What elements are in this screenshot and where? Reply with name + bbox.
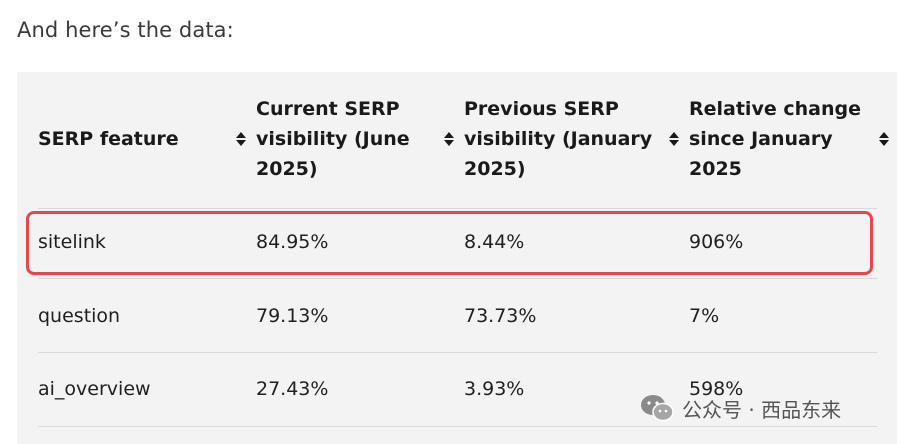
cell-feature: ai_overview: [38, 378, 151, 400]
highlight-box: [26, 211, 873, 275]
header-line: visibility (June: [256, 128, 410, 150]
sort-icon[interactable]: [235, 130, 247, 148]
data-table: SERP feature Current SERP visibility (Ju…: [17, 72, 897, 444]
cell-previous: 3.93%: [464, 378, 525, 400]
cell-current: 27.43%: [256, 378, 329, 400]
cell-feature: sitelink: [38, 231, 106, 253]
header-line: 2025: [689, 158, 742, 180]
intro-text: And here’s the data:: [17, 18, 234, 42]
header-line: Relative change: [689, 98, 861, 120]
cell-change: 7%: [689, 305, 720, 327]
header-previous-visibility[interactable]: Previous SERP visibility (January 2025): [464, 94, 652, 184]
header-relative-change[interactable]: Relative change since January 2025: [689, 94, 861, 184]
cell-previous: 73.73%: [464, 305, 537, 327]
header-divider: [38, 208, 877, 209]
watermark: 公众号 · 西品东来: [640, 392, 841, 424]
row-divider: [38, 278, 877, 279]
header-line: Previous SERP: [464, 98, 619, 120]
header-line: since January: [689, 128, 833, 150]
header-line: 2025): [256, 158, 318, 180]
header-serp-feature[interactable]: SERP feature: [38, 124, 179, 154]
header-line: 2025): [464, 158, 526, 180]
cell-current: 79.13%: [256, 305, 329, 327]
header-current-visibility[interactable]: Current SERP visibility (June 2025): [256, 94, 410, 184]
cell-change: 598%: [689, 378, 744, 400]
row-divider: [38, 352, 877, 353]
row-divider: [38, 426, 877, 427]
cell-feature: question: [38, 305, 121, 327]
sort-icon[interactable]: [668, 130, 680, 148]
header-line: visibility (January: [464, 128, 653, 150]
watermark-text: 公众号 · 西品东来: [682, 397, 842, 422]
cell-previous: 8.44%: [464, 231, 525, 253]
cell-change: 906%: [689, 231, 744, 253]
header-line: Current SERP: [256, 98, 400, 120]
sort-icon[interactable]: [878, 130, 890, 148]
cell-current: 84.95%: [256, 231, 329, 253]
header-label: SERP feature: [38, 128, 179, 150]
wechat-icon: [640, 393, 674, 423]
sort-icon[interactable]: [443, 130, 455, 148]
